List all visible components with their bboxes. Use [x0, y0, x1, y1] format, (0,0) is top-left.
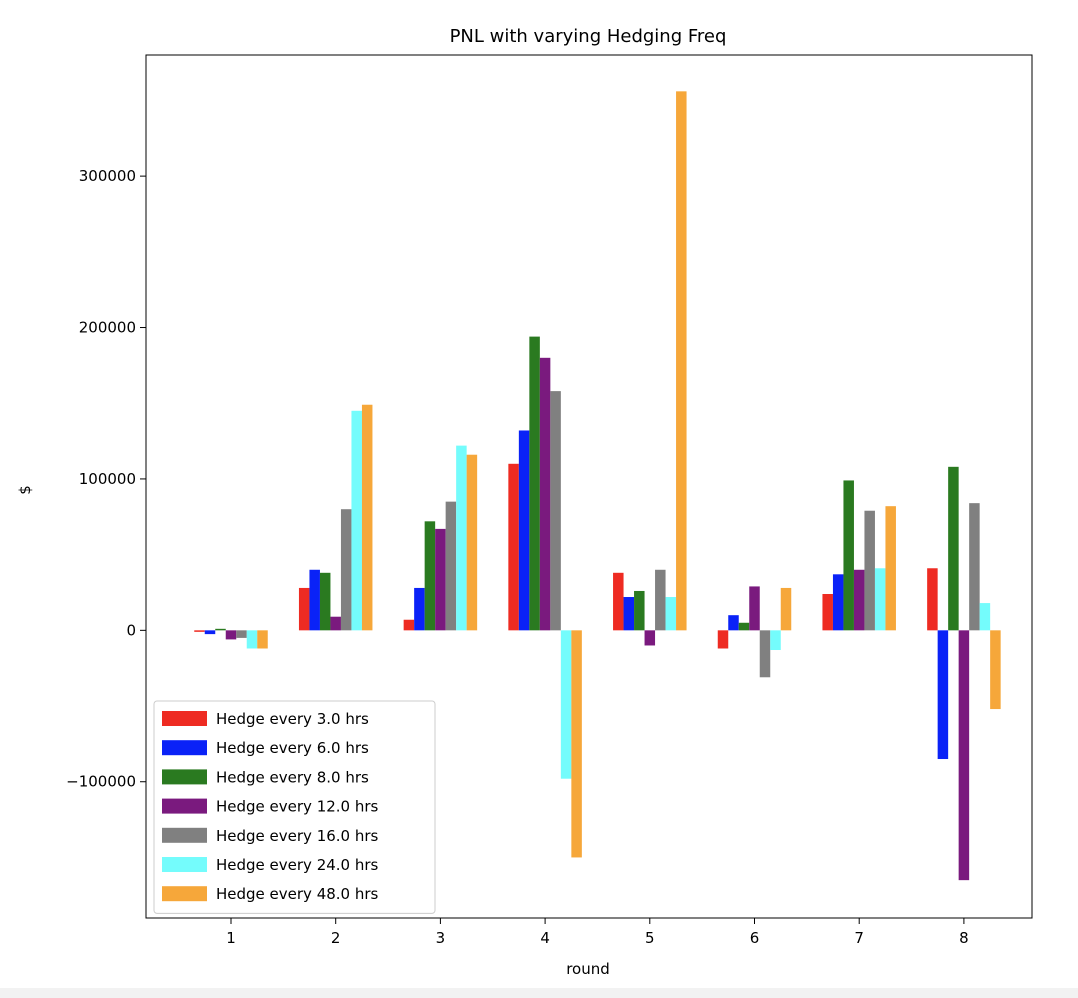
bar [864, 510, 875, 631]
bar [518, 430, 530, 631]
legend-swatch [162, 711, 207, 726]
bar [445, 501, 457, 631]
y-tick-label: 200000 [79, 319, 136, 337]
bar [414, 587, 425, 631]
plot-frame [145, 54, 1033, 919]
ticks-layer: 1 2 3 4 5 6 7 8 −100000 0 100000 200000 300000 [66, 167, 969, 947]
bar [634, 590, 645, 631]
y-tick-label: 100000 [79, 470, 136, 488]
legend-label: Hedge every 24.0 hrs [216, 856, 379, 874]
bar [466, 454, 478, 631]
bar [246, 630, 258, 649]
bar [194, 630, 205, 632]
x-tick-label: 8 [959, 929, 969, 947]
bars-layer [194, 91, 1001, 881]
bar [874, 568, 886, 631]
legend-swatch [162, 886, 207, 902]
bar [770, 630, 781, 651]
bar [738, 622, 750, 631]
bar [979, 603, 991, 631]
bar [309, 569, 320, 631]
bar [728, 615, 739, 631]
legend-swatch [162, 827, 207, 843]
bar [403, 619, 415, 631]
bar [644, 630, 656, 646]
bar [215, 628, 226, 631]
y-tick-label: 0 [126, 621, 136, 639]
legend-label: Hedge every 16.0 hrs [216, 827, 379, 845]
bar [948, 466, 959, 631]
bar [456, 445, 467, 631]
bar [885, 506, 896, 631]
bar [508, 463, 519, 631]
bar [759, 630, 771, 678]
bar [539, 357, 551, 631]
legend-box [153, 700, 436, 914]
bar [853, 569, 865, 631]
bar [204, 630, 216, 635]
bar [780, 587, 792, 631]
bar [571, 630, 582, 858]
legend-label: Hedge every 6.0 hrs [216, 739, 369, 757]
bar [822, 594, 833, 631]
x-tick-label: 2 [331, 929, 341, 947]
bar [749, 586, 760, 631]
chart-title: PNL with varying Hedging Freq [450, 26, 727, 47]
x-axis-label: round [566, 960, 610, 978]
bar [236, 630, 247, 638]
x-tick-label: 7 [854, 929, 864, 947]
bar [665, 597, 677, 631]
y-axis-label: $ [16, 485, 34, 495]
x-tick-label: 4 [540, 929, 550, 947]
bar [361, 404, 373, 631]
x-tick-label: 5 [645, 929, 655, 947]
bar [225, 630, 237, 640]
legend-swatch [162, 798, 207, 814]
x-tick-label: 3 [436, 929, 446, 947]
legend-swatch [162, 857, 207, 872]
bar [330, 616, 341, 631]
bar [529, 336, 540, 631]
bar [717, 630, 729, 649]
bar [958, 630, 970, 881]
bar [340, 509, 352, 631]
bar [424, 521, 436, 631]
x-tick-label: 1 [226, 929, 236, 947]
bar [843, 480, 854, 631]
legend-label: Hedge every 48.0 hrs [216, 885, 379, 903]
legend-swatch [162, 769, 207, 785]
bar [351, 410, 362, 631]
legend: Hedge every 3.0 hrs Hedge every 6.0 hrs He… [153, 700, 436, 914]
bar [623, 597, 635, 631]
legend-label: Hedge every 12.0 hrs [216, 798, 379, 816]
legend-swatch [162, 740, 207, 756]
bar [832, 574, 844, 631]
bar [257, 630, 268, 649]
bar [435, 528, 446, 631]
bar [550, 391, 561, 631]
bar [969, 503, 980, 631]
bottom-strip [0, 988, 1078, 998]
bar [927, 568, 938, 631]
bar [676, 91, 687, 631]
bar [990, 630, 1001, 710]
legend-label: Hedge every 8.0 hrs [216, 768, 369, 786]
bar [613, 572, 624, 631]
bar [298, 587, 310, 631]
bar [655, 569, 666, 631]
bar [560, 630, 572, 779]
legend-label: Hedge every 3.0 hrs [216, 710, 369, 728]
x-tick-label: 6 [750, 929, 760, 947]
y-tick-label: −100000 [66, 773, 136, 791]
y-tick-label: 300000 [79, 167, 136, 185]
bar [937, 630, 949, 760]
bar [319, 572, 331, 631]
